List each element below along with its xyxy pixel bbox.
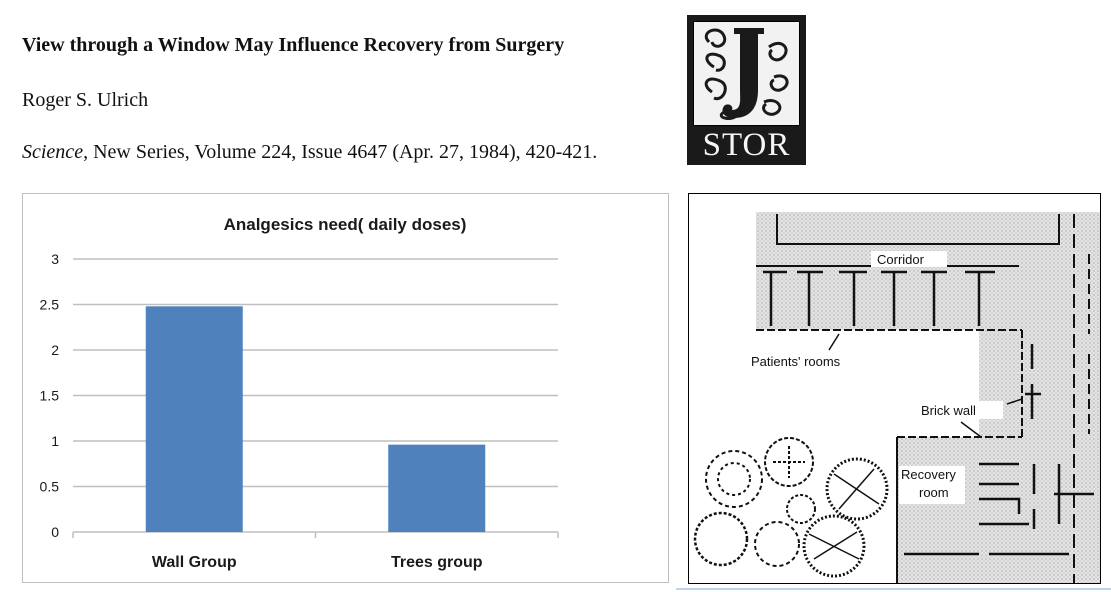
bar-wall-group	[145, 306, 243, 532]
tree-icon	[825, 457, 889, 521]
recovery-room-label-line1: Recovery	[901, 467, 956, 482]
tree-icon	[754, 521, 800, 567]
x-category-label: Wall Group	[152, 554, 237, 571]
jstor-wordmark: STOR	[702, 127, 791, 163]
x-axis-labels: Wall Group Trees group	[152, 554, 483, 571]
jstor-ornamental-j	[693, 21, 800, 126]
recovery-room-label-line2: room	[919, 485, 949, 500]
paper-title: View through a Window May Influence Reco…	[22, 34, 565, 56]
tree-icon	[764, 437, 814, 487]
y-tick-label: 1.5	[40, 388, 60, 404]
y-tick-label: 2	[51, 342, 59, 358]
tree-icon	[705, 450, 763, 508]
paper-citation: Science, New Series, Volume 224, Issue 4…	[22, 141, 597, 164]
journal-name: Science	[22, 141, 84, 163]
tree-icon	[693, 511, 749, 567]
y-tick-label: 0	[51, 524, 59, 540]
brick-wall-label: Brick wall	[921, 403, 976, 418]
jstor-logo: STOR	[687, 15, 806, 165]
x-category-label: Trees group	[391, 554, 483, 571]
room-partitions	[763, 270, 1094, 556]
floorplan-labels: Corridor Patients' rooms Brick wall Reco…	[747, 251, 1003, 504]
y-tick-label: 1	[51, 433, 59, 449]
bars	[145, 306, 486, 532]
leader-lines	[828, 333, 1023, 438]
divider	[676, 588, 1111, 590]
building-footprint	[756, 212, 1100, 583]
patients-rooms-label: Patients' rooms	[751, 354, 841, 369]
ornament-icon	[704, 28, 789, 120]
y-tick-label: 2.5	[40, 297, 60, 313]
chart-title: Analgesics need( daily doses)	[224, 215, 467, 234]
y-tick-label: 3	[51, 251, 59, 267]
y-tick-label: 0.5	[40, 479, 60, 495]
hospital-floorplan: Corridor Patients' rooms Brick wall Reco…	[688, 193, 1101, 584]
chart-svg: Analgesics need( daily doses) 0 0.5 1 1.5 2 2…	[40, 215, 559, 571]
floorplan-drawing: Corridor Patients' rooms Brick wall Reco…	[693, 212, 1100, 583]
tree-icon	[802, 514, 866, 578]
bar-trees-group	[388, 444, 486, 532]
y-axis-ticks: 0 0.5 1 1.5 2 2.5 3	[40, 251, 60, 540]
tree-icon	[786, 494, 816, 524]
trees	[693, 437, 889, 578]
bar-chart: Analgesics need( daily doses) 0 0.5 1 1.5 2 2…	[22, 193, 669, 583]
walls	[756, 214, 1090, 583]
paper-author: Roger S. Ulrich	[22, 89, 149, 111]
citation-details: , New Series, Volume 224, Issue 4647 (Ap…	[83, 141, 598, 163]
corridor-label: Corridor	[877, 252, 925, 267]
